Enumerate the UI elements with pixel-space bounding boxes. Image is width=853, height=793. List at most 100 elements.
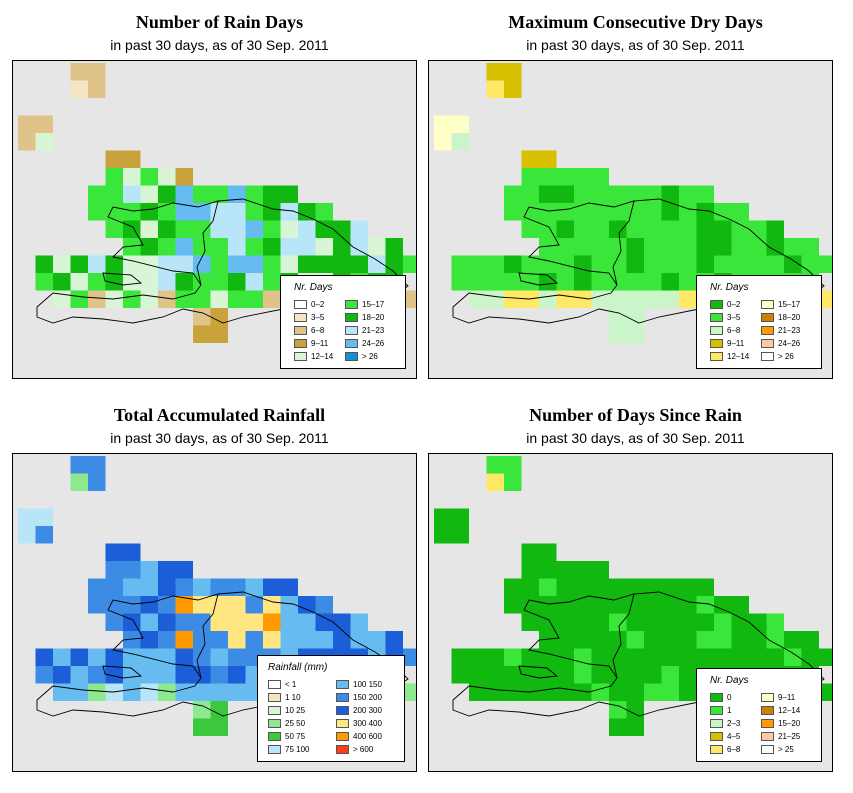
grid-cell [350,238,368,256]
grid-cell [626,220,644,238]
grid-cell [486,473,504,491]
legend-label: 9–11 [727,339,745,348]
grid-cell [521,596,539,614]
grid-cell [333,631,351,649]
grid-cell [245,203,263,221]
grid-cell [766,238,784,256]
grid-cell [714,631,732,649]
grid-cell [140,255,158,273]
grid-cell [591,238,609,256]
grid-cell [644,185,662,203]
grid-cell [298,631,316,649]
legend-label: 10 25 [285,706,306,715]
legend-item: 18–20 [761,313,800,322]
grid-cell [140,238,158,256]
grid-cell [70,666,88,684]
grid-cell [298,255,316,273]
grid-cell [193,185,211,203]
grid-cell [819,255,832,273]
grid-cell [591,185,609,203]
grid-cell [280,578,298,596]
grid-cell [210,220,228,238]
days-since-rain-panel: Number of Days Since Rain in past 30 day… [428,393,843,783]
grid-cell [88,63,106,81]
grid-cell [626,648,644,666]
grid-cell [105,578,123,596]
grid-cell [245,578,263,596]
legend-swatch [761,313,774,322]
grid-cell [210,701,228,719]
grid-cell [451,273,469,291]
grid-cell [88,80,106,98]
grid-cell [210,683,228,701]
legend: Rainfall (mm) < 1 1 10 10 25 25 50 50 75 75 1… [257,655,405,762]
grid-cell [434,508,452,526]
legend-swatch [336,745,349,754]
grid-cell [123,666,141,684]
grid-cell [193,203,211,221]
grid-cell [88,683,106,701]
grid-cell [591,648,609,666]
grid-cell [158,238,176,256]
grid-cell [749,613,767,631]
legend-item: 25 50 [268,719,305,728]
grid-cell [626,683,644,701]
grid-cell [574,290,592,308]
grid-cell [193,718,211,736]
grid-cell [504,683,522,701]
legend-label: 1 [727,706,732,715]
grid-cell [521,220,539,238]
grid-cell [245,185,263,203]
legend-item: 1 [710,706,731,715]
grid-cell [521,168,539,186]
grid-cell [175,631,193,649]
legend-label: 3–5 [311,313,325,322]
grid-cell [210,578,228,596]
grid-cell [644,578,662,596]
grid-cell [661,683,679,701]
grid-cell [105,203,123,221]
legend-swatch [336,680,349,689]
grid-cell [245,220,263,238]
grid-cell [504,290,522,308]
grid-cell [731,238,749,256]
grid-cell [539,290,557,308]
grid-cell [228,613,246,631]
legend-label: 12–14 [727,352,750,361]
grid-cell [228,631,246,649]
grid-cell [574,666,592,684]
legend-swatch [268,680,281,689]
grid-cell [193,613,211,631]
grid-cell [210,203,228,221]
grid-cell [105,561,123,579]
grid-cell [315,631,333,649]
grid-cell [714,203,732,221]
legend-swatch [336,719,349,728]
grid-cell [609,666,627,684]
grid-cell [486,255,504,273]
grid-cell [123,238,141,256]
grid-cell [175,578,193,596]
grid-cell [784,631,802,649]
legend-item: 15–17 [761,300,800,309]
grid-cell [123,543,141,561]
legend-item: 9–11 [294,339,328,348]
grid-cell [140,596,158,614]
grid-cell [263,185,281,203]
legend-item: 6–8 [710,326,740,335]
legend-label: 50 75 [285,732,306,741]
grid-cell [123,185,141,203]
grid-cell [784,255,802,273]
legend-label: 0–2 [311,300,325,309]
grid-cell [123,578,141,596]
legend-swatch [336,732,349,741]
grid-cell [193,273,211,291]
grid-cell [486,666,504,684]
grid-cell [591,561,609,579]
grid-cell [486,683,504,701]
grid-cell [521,613,539,631]
legend-label: 200 300 [353,706,382,715]
grid-cell [714,220,732,238]
grid-cell [661,238,679,256]
grid-cell [469,273,487,291]
